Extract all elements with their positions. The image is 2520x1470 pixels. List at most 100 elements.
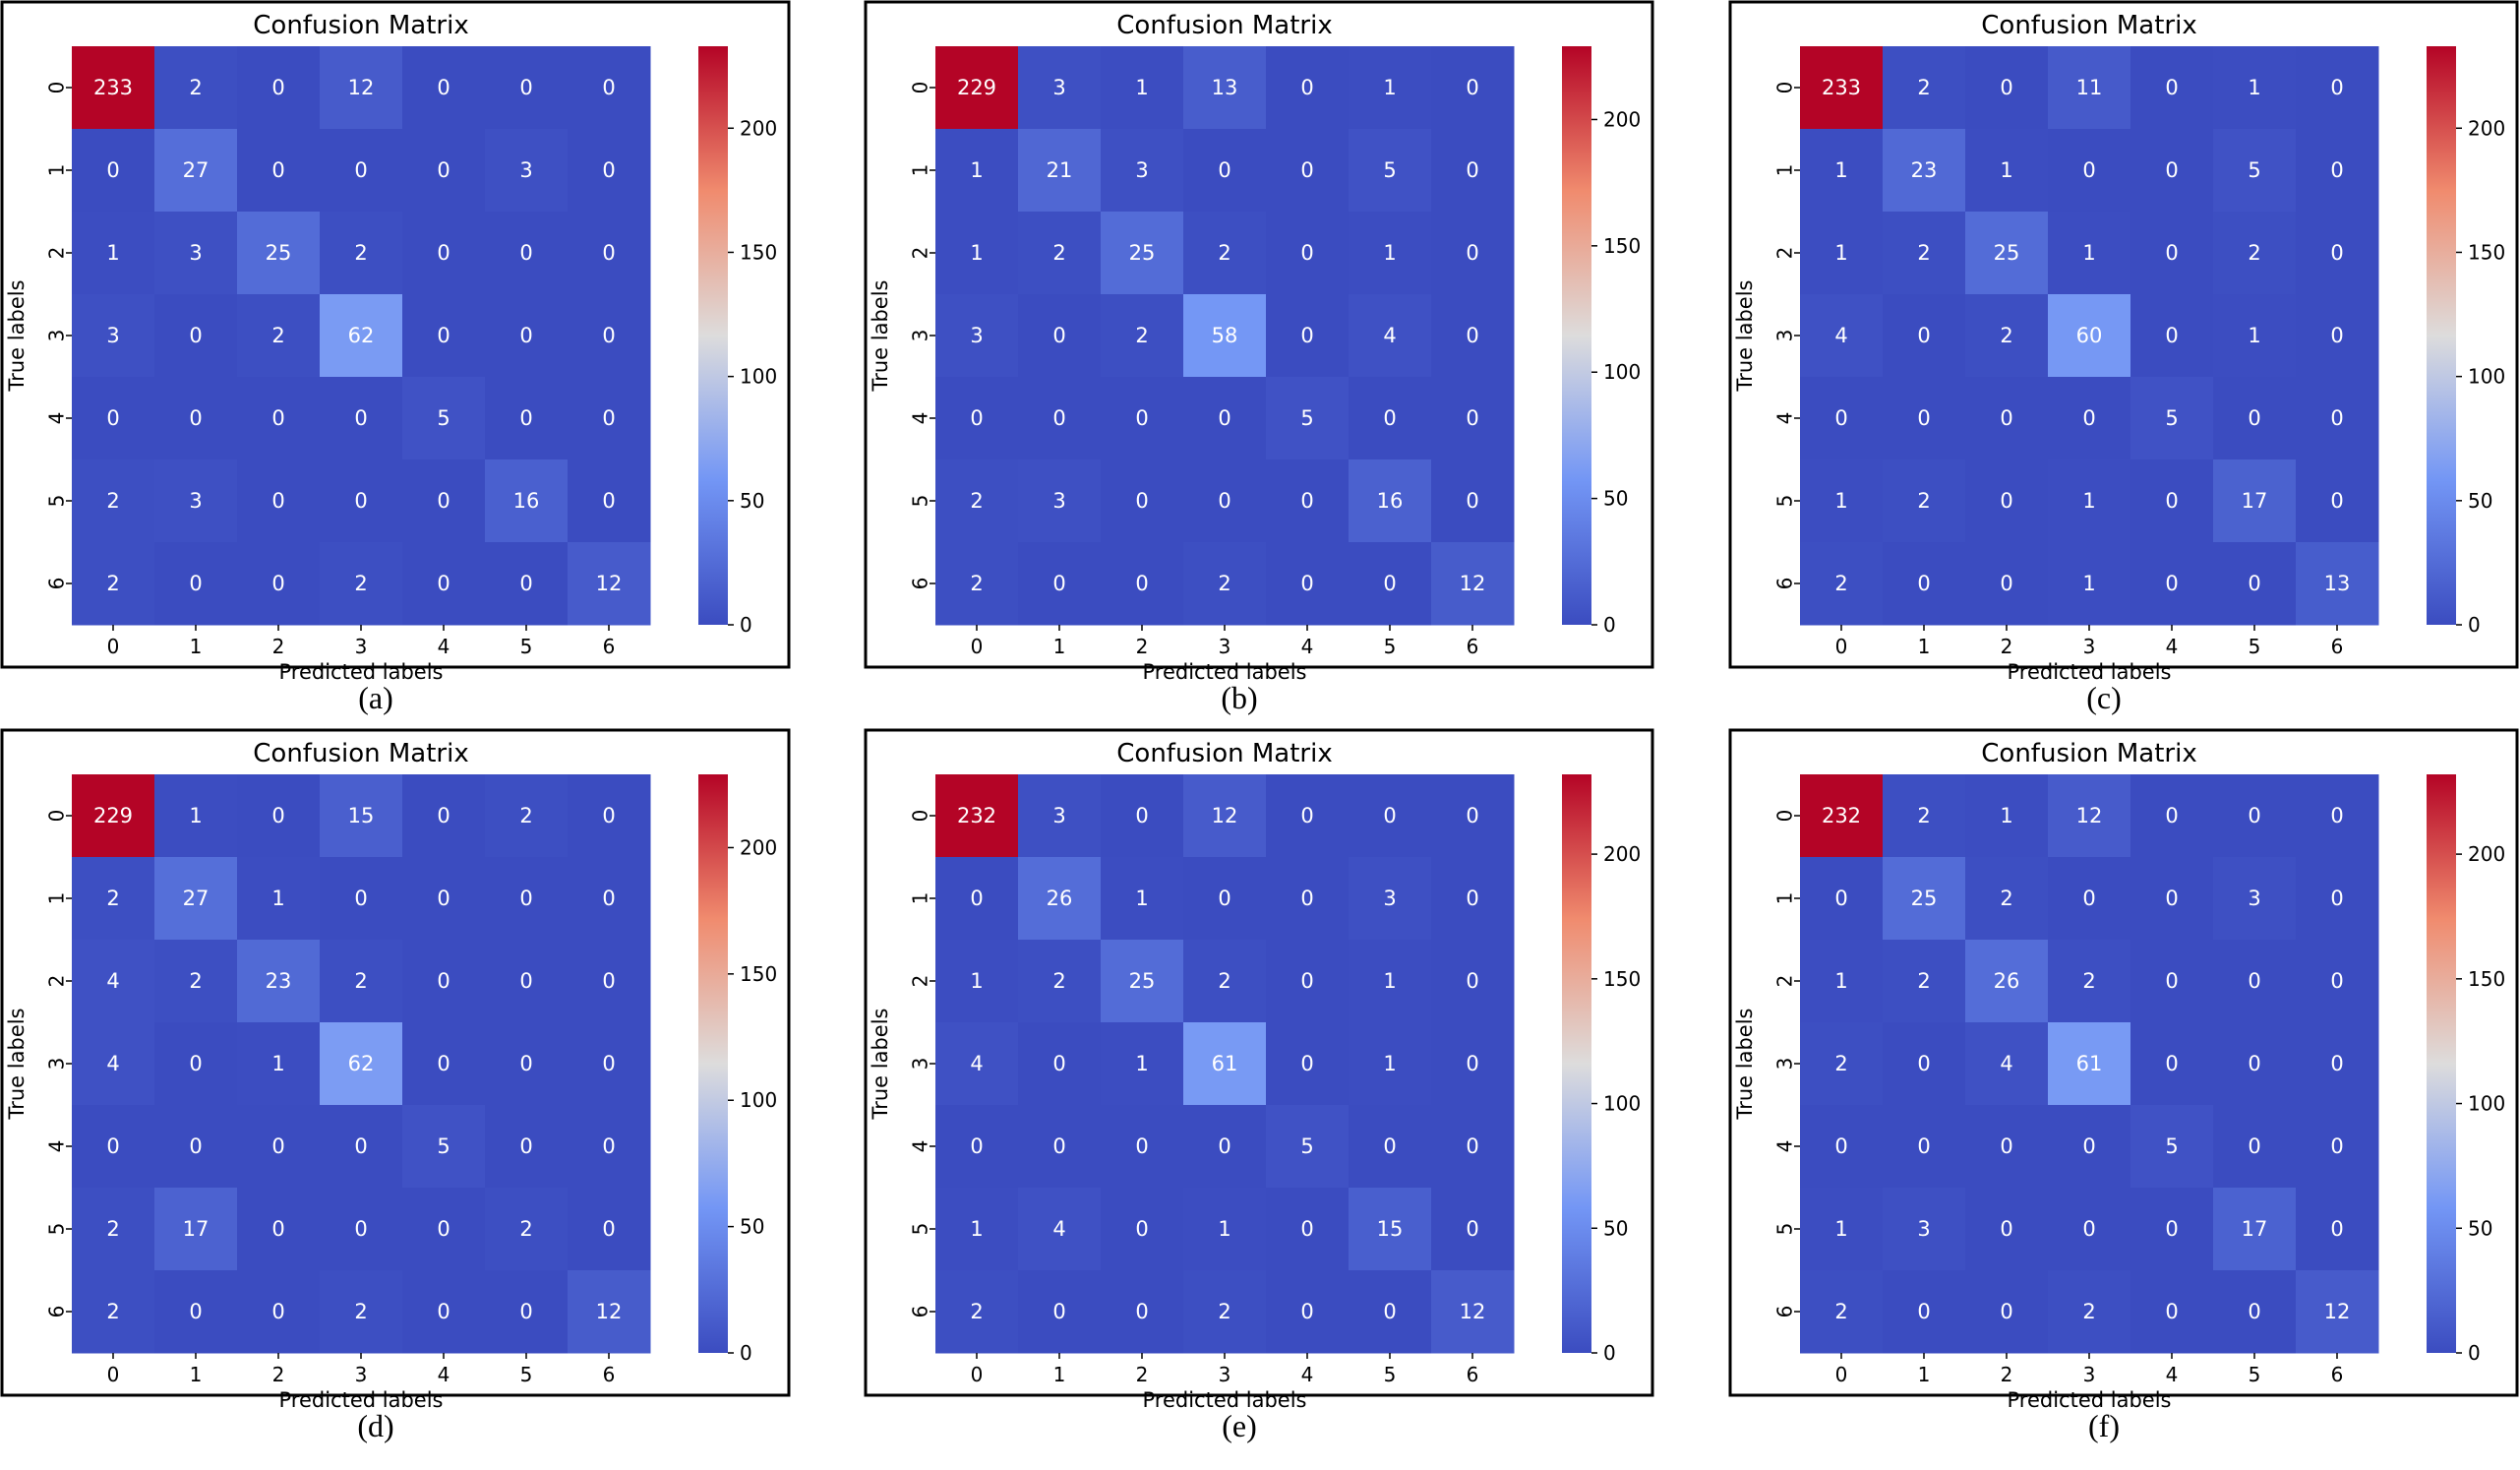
heatmap-cell [485,212,569,295]
heatmap-cell [1800,1270,1884,1354]
cell-value-label: 1 [2082,489,2095,513]
cell-value-label: 0 [602,1052,615,1075]
cell-value-label: 0 [1300,489,1313,513]
cell-value-label: 0 [1917,406,1930,430]
heatmap-cell [154,940,238,1023]
heatmap-cell [2296,1022,2379,1106]
x-tick-label: 3 [1219,635,1231,658]
heatmap-cell [402,459,486,543]
cell-value-label: 229 [957,76,996,99]
cell-value-label: 0 [519,406,532,430]
cell-value-label: 1 [1135,76,1148,99]
y-tick-label: 6 [909,1306,932,1318]
cell-value-label: 0 [1135,1300,1148,1323]
heatmap-cell [1800,129,1884,213]
y-tick-label: 2 [45,247,69,260]
heatmap-cell [2213,1022,2297,1106]
cell-value-label: 0 [2165,969,2178,993]
cell-value-label: 1 [2000,158,2012,182]
heatmap-cell [1018,940,1102,1023]
heatmap-cell [1883,1270,1966,1354]
heatmap-cell [1018,1105,1102,1189]
heatmap-cell [72,1188,155,1271]
heatmap-cell [402,940,486,1023]
heatmap-cell [237,212,321,295]
y-tick-label: 0 [909,82,932,94]
colorbar [698,46,728,625]
cell-value-label: 60 [2076,324,2103,347]
heatmap-cell [2296,857,2379,941]
cell-value-label: 0 [1135,1134,1148,1158]
cell-value-label: 2 [1917,241,1930,265]
y-tick-label: 3 [909,1058,932,1071]
x-tick-label: 0 [107,1363,120,1386]
cell-value-label: 0 [1300,324,1313,347]
cell-value-label: 0 [1052,406,1065,430]
cell-value-label: 0 [437,887,450,910]
y-tick-label: 6 [1773,1306,1797,1318]
x-tick-label: 4 [438,635,450,658]
heatmap-cell [2296,940,2379,1023]
cell-value-label: 0 [1917,1300,1930,1323]
colorbar-tick-label: 50 [1603,1216,1628,1240]
cell-value-label: 27 [183,887,210,910]
cell-value-label: 2 [970,572,983,595]
heatmap-cell [1183,212,1267,295]
cell-value-label: 13 [2324,572,2351,595]
heatmap-cell [485,1188,569,1271]
heatmap-cell [1883,1188,1966,1271]
cell-value-label: 0 [2082,406,2095,430]
heatmap-cell [2048,294,2131,378]
cell-value-label: 0 [1300,241,1313,265]
colorbar-tick-label: 200 [2468,116,2505,140]
cell-value-label: 0 [1052,324,1065,347]
cell-value-label: 2 [271,324,284,347]
heatmap-cell [1018,1022,1102,1106]
heatmap-cell [1183,129,1267,213]
y-tick-label: 5 [45,495,69,508]
cell-value-label: 1 [106,241,119,265]
heatmap-cell [2048,1022,2131,1106]
cell-value-label: 0 [2165,489,2178,513]
subfigure-caption: (b) [1221,680,1257,715]
y-tick-label: 2 [909,247,932,260]
cell-value-label: 1 [1135,887,1148,910]
cell-value-label: 2 [1917,489,1930,513]
cell-value-label: 4 [106,1052,119,1075]
cell-value-label: 25 [266,241,292,265]
heatmap-cell [1101,1270,1184,1354]
heatmap-cell [2048,459,2131,543]
x-tick-label: 1 [1918,635,1931,658]
subfigure-caption: (d) [357,1408,393,1443]
colorbar-tick-label: 50 [740,489,764,513]
cell-value-label: 0 [2000,489,2012,513]
heatmap-cell [1266,940,1350,1023]
cell-value-label: 2 [1218,241,1230,265]
x-tick-label: 3 [355,635,368,658]
heatmap-cell [1266,1105,1350,1189]
heatmap-cell [568,294,651,378]
cell-value-label: 0 [1834,887,1847,910]
colorbar [2427,774,2456,1353]
heatmap-cell [935,940,1019,1023]
colorbar-tick-label: 100 [2468,365,2505,389]
heatmap-cell [935,294,1019,378]
heatmap-cell [1266,1270,1350,1354]
chart-title: Confusion Matrix [253,11,468,40]
heatmap-cell [1800,459,1884,543]
heatmap-cell [935,1188,1019,1271]
heatmap-cell [1965,459,2049,543]
cell-value-label: 0 [1917,1052,1930,1075]
cell-value-label: 0 [106,1134,119,1158]
heatmap-cell [485,1270,569,1354]
heatmap-cell [320,212,403,295]
cell-value-label: 0 [2165,158,2178,182]
colorbar [1562,46,1591,625]
y-axis-label: True labels [5,1008,29,1120]
colorbar-tick-label: 150 [1603,234,1641,258]
x-tick-label: 6 [603,635,616,658]
cell-value-label: 0 [2000,1300,2012,1323]
heatmap-cell [568,1188,651,1271]
heatmap-cell [320,294,403,378]
heatmap-cell [1018,1270,1102,1354]
